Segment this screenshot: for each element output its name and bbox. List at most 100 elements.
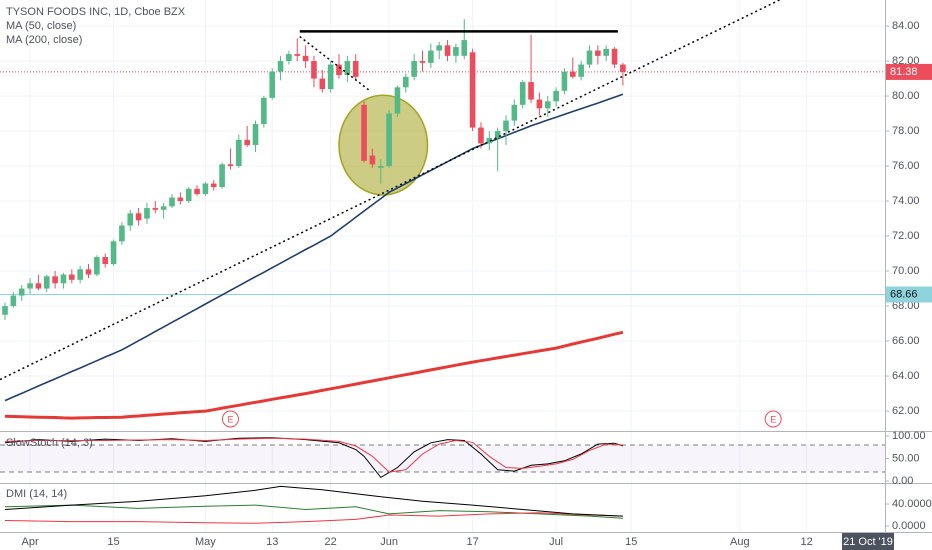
- candle-body: [177, 197, 184, 202]
- candle-body: [561, 71, 568, 91]
- y-tick-label: 80.00: [892, 90, 920, 102]
- candle-body: [553, 90, 559, 102]
- candle-body: [202, 183, 209, 195]
- candle-body: [252, 124, 259, 146]
- earnings-marker: [221, 410, 239, 428]
- candle-body: [302, 55, 309, 62]
- candle-body: [277, 61, 284, 72]
- cursor-date: 21 Oct '19: [843, 536, 893, 548]
- candle-body: [194, 188, 200, 195]
- y-tick-label: 64.00: [892, 370, 920, 382]
- candle-body: [336, 64, 342, 76]
- candle-body: [344, 61, 351, 76]
- x-tick-label: 13: [266, 536, 278, 548]
- pane-title: DMI (14, 14): [6, 488, 67, 500]
- candle-body: [210, 183, 217, 188]
- y-tick-label: 62.00: [892, 405, 920, 417]
- indicator-line: [4, 504, 623, 519]
- candle-body: [85, 269, 92, 275]
- candle-body: [603, 48, 609, 56]
- candle-body: [327, 64, 334, 90]
- candle-body: [428, 50, 434, 63]
- candle-body: [586, 50, 593, 65]
- y-tick-label: 0.0000: [892, 520, 926, 532]
- x-tick-label: Apr: [21, 536, 38, 548]
- candle-body: [219, 164, 225, 188]
- y-tick-label: 72.00: [892, 230, 920, 242]
- indicator-line: [4, 437, 623, 473]
- price-label: 68.66: [890, 288, 918, 300]
- candle-body: [319, 78, 326, 90]
- price-label-box: [886, 286, 932, 303]
- y-tick-label: 78.00: [892, 125, 920, 137]
- candle-body: [611, 48, 618, 65]
- candle-body: [453, 47, 459, 56]
- candle-body: [119, 225, 125, 242]
- candle-body: [361, 104, 367, 161]
- candle-body: [620, 64, 626, 72]
- candle-body: [403, 76, 409, 88]
- candle-body: [352, 61, 359, 77]
- candle-body: [578, 64, 584, 77]
- indicator-line: [4, 512, 623, 524]
- y-tick-label: 68.00: [892, 300, 920, 312]
- candle-body: [461, 40, 468, 56]
- y-tick-label: 50.00: [892, 452, 920, 464]
- candle-body: [185, 188, 192, 202]
- moving-average: [4, 330, 624, 420]
- x-tick-label: 15: [625, 536, 637, 548]
- y-tick-label: 84.00: [892, 20, 920, 32]
- candle-body: [569, 71, 576, 77]
- candle-body: [135, 213, 142, 221]
- candle-body: [536, 99, 543, 109]
- candle-body: [144, 208, 150, 219]
- legend-entry: MA (200, close): [6, 34, 82, 46]
- candle-body: [10, 295, 17, 307]
- candle-body: [152, 208, 159, 210]
- candle-body: [369, 155, 376, 165]
- candle-body: [595, 50, 601, 56]
- pane-title: SlowStoch (14, 3): [6, 437, 93, 449]
- candle-body: [494, 131, 501, 139]
- candle-body: [236, 139, 242, 167]
- band-fill: [0, 445, 885, 473]
- candle-body: [469, 52, 476, 128]
- y-tick-label: 100.00: [892, 430, 926, 442]
- candle-body: [286, 54, 292, 62]
- y-tick-label: 76.00: [892, 160, 920, 172]
- candle-body: [436, 45, 443, 51]
- candle-body: [269, 71, 276, 98]
- price-label-box: [886, 63, 932, 80]
- earnings-marker: [764, 410, 782, 428]
- candle-body: [227, 164, 234, 167]
- x-tick-label: May: [195, 536, 216, 548]
- candle-body: [528, 82, 534, 100]
- x-tick-label: 15: [107, 536, 119, 548]
- legend-entry: MA (50, close): [6, 20, 76, 32]
- x-tick-label: 17: [466, 536, 478, 548]
- candle-body: [503, 120, 509, 132]
- candle-body: [60, 274, 67, 284]
- candle-body: [511, 104, 518, 121]
- candle-body: [110, 241, 117, 265]
- candle-body: [478, 127, 484, 144]
- y-tick-label: 74.00: [892, 195, 920, 207]
- candle-body: [18, 288, 25, 296]
- candle-body: [102, 257, 109, 265]
- candle-body: [394, 87, 401, 114]
- y-tick-label: 0.00: [892, 475, 913, 487]
- candle-body: [244, 139, 250, 146]
- candle-body: [43, 276, 50, 289]
- candle-body: [94, 257, 100, 275]
- x-tick-label: 12: [800, 536, 812, 548]
- moving-average: [4, 93, 624, 402]
- x-tick-label: Jul: [549, 536, 563, 548]
- y-tick-label: 70.00: [892, 265, 920, 277]
- candle-body: [311, 61, 317, 79]
- candle-body: [52, 276, 58, 284]
- ellipse-drawing: [338, 94, 429, 196]
- candle-body: [386, 113, 392, 167]
- candle-body: [160, 206, 167, 210]
- candle-body: [294, 54, 301, 56]
- candle-body: [519, 82, 526, 105]
